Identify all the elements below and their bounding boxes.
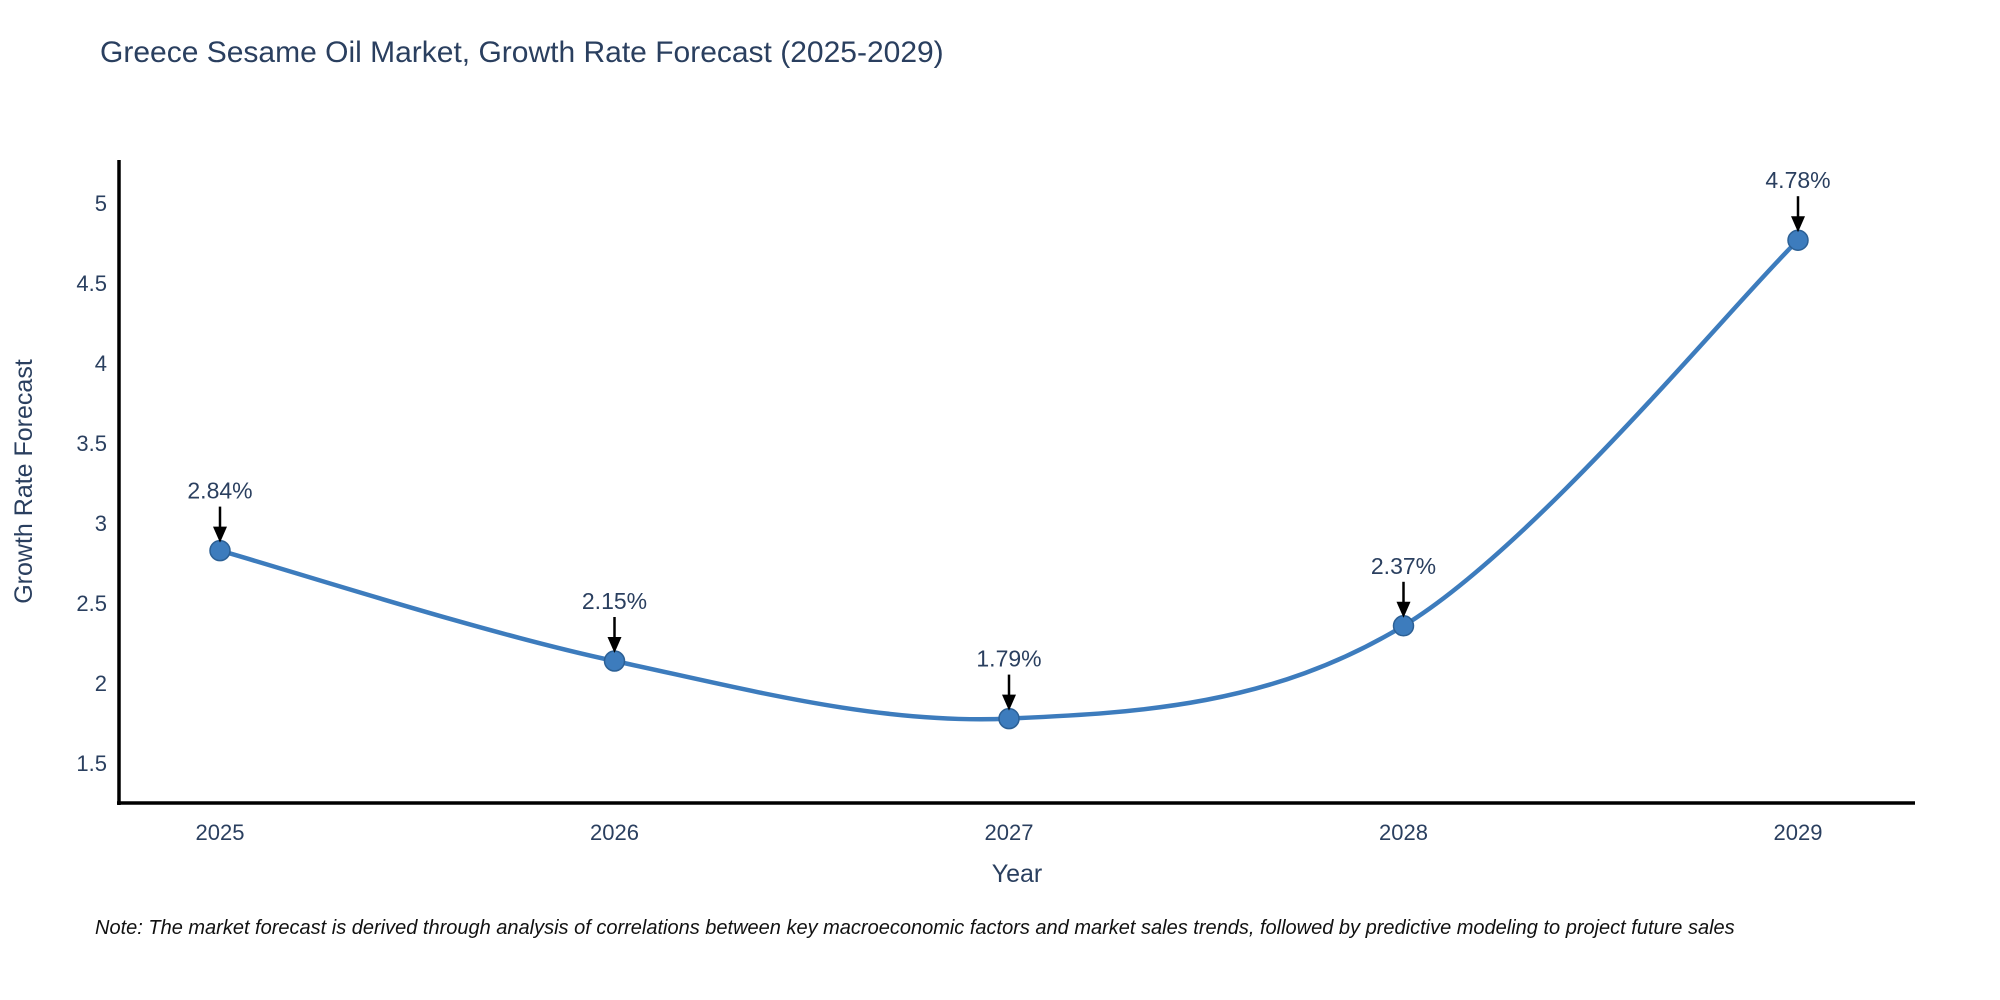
annotation-arrowhead-icon [607, 637, 622, 653]
annotation-arrowhead-icon [1396, 601, 1411, 618]
annotation-arrowhead-icon [213, 526, 227, 543]
y-tick-label: 4 [95, 351, 107, 376]
chart-title: Greece Sesame Oil Market, Growth Rate Fo… [100, 36, 944, 69]
x-axis-title: Year [992, 860, 1043, 888]
annotation-arrowhead-icon [1791, 216, 1805, 233]
data-point-marker [209, 539, 231, 562]
point-annotation-label: 4.78% [1765, 167, 1830, 193]
y-tick-label: 3 [95, 511, 107, 536]
footnote: Note: The market forecast is derived thr… [95, 917, 1735, 939]
y-tick-label: 3.5 [76, 431, 107, 456]
point-annotation-label: 2.37% [1371, 553, 1436, 579]
point-annotation-label: 2.15% [582, 588, 647, 614]
y-tick-label: 2 [95, 671, 107, 696]
data-point-marker [1392, 615, 1415, 637]
x-tick-label: 2029 [1774, 820, 1823, 845]
annotation-arrowhead-icon [1002, 694, 1016, 711]
x-tick-label: 2028 [1379, 820, 1428, 845]
data-point-marker [998, 707, 1020, 730]
y-tick-label: 4.5 [76, 271, 107, 296]
x-tick-label: 2025 [196, 820, 245, 845]
y-tick-label: 1.5 [76, 751, 107, 776]
y-tick-label: 5 [95, 191, 107, 216]
data-point-marker [603, 650, 626, 672]
x-tick-label: 2026 [590, 820, 639, 845]
data-point-marker [1787, 229, 1809, 251]
y-axis-title: Growth Rate Forecast [10, 359, 38, 604]
y-tick-label: 2.5 [76, 591, 107, 616]
point-annotation-label: 1.79% [976, 646, 1041, 672]
x-tick-label: 2027 [985, 820, 1034, 845]
point-annotation-label: 2.84% [187, 478, 252, 504]
